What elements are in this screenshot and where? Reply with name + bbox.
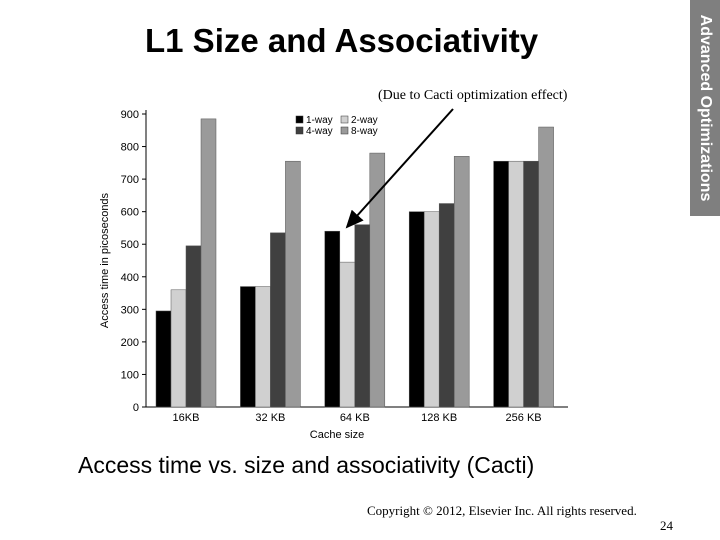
legend-label-1-way: 1-way xyxy=(306,115,333,126)
x-tick-label: 256 KB xyxy=(506,412,542,424)
legend-swatch-4-way xyxy=(295,126,304,135)
x-tick-label: 16KB xyxy=(173,412,200,424)
bar-2-way-3 xyxy=(423,211,440,408)
y-tick-label: 0 xyxy=(133,402,139,414)
side-band xyxy=(690,0,720,216)
bar-4-way-0 xyxy=(185,245,202,408)
caption-text: Access time vs. size and associativity (… xyxy=(78,452,535,478)
y-tick-label: 500 xyxy=(121,239,139,251)
x-axis-label: Cache size xyxy=(310,429,364,441)
legend-swatch-2-way xyxy=(340,115,349,124)
bar-8-way-3 xyxy=(453,156,470,408)
bar-2-way-4 xyxy=(508,160,524,408)
page-number: 24 xyxy=(660,518,673,533)
y-tick-label: 700 xyxy=(121,174,139,186)
x-tick-label: 32 KB xyxy=(255,412,285,424)
bar-2-way-2 xyxy=(339,261,356,408)
annotation-text: (Due to Cacti optimization effect) xyxy=(378,88,568,103)
bar-4-way-1 xyxy=(270,232,286,408)
legend-label-4-way: 4-way xyxy=(306,126,333,137)
bar-4-way-4 xyxy=(523,160,539,408)
y-tick-label: 200 xyxy=(121,337,139,349)
bar-8-way-0 xyxy=(200,118,217,408)
bar-1-way-2 xyxy=(324,230,341,408)
bar-1-way-4 xyxy=(493,160,509,408)
y-tick-label: 800 xyxy=(121,142,139,154)
y-tick-label: 300 xyxy=(121,304,139,316)
bar-2-way-1 xyxy=(255,286,271,408)
bar-2-way-0 xyxy=(170,289,187,408)
copyright: Copyright © 2012, Elsevier Inc. All righ… xyxy=(367,503,637,518)
bar-4-way-2 xyxy=(354,224,371,408)
annotation-arrow xyxy=(345,108,454,229)
bar-8-way-1 xyxy=(285,160,301,408)
slide-title: L1 Size and Associativity xyxy=(145,22,539,59)
legend-label-2-way: 2-way xyxy=(351,115,378,126)
bar-8-way-2 xyxy=(369,152,386,408)
bar-1-way-0 xyxy=(155,310,172,408)
bar-1-way-3 xyxy=(408,211,425,408)
bar-1-way-1 xyxy=(240,286,256,408)
bar-8-way-4 xyxy=(538,126,554,408)
legend-label-8-way: 8-way xyxy=(351,126,378,137)
bar-4-way-3 xyxy=(438,203,455,408)
y-tick-label: 900 xyxy=(121,109,139,121)
x-tick-label: 64 KB xyxy=(340,412,370,424)
legend-swatch-8-way xyxy=(340,126,349,135)
y-tick-label: 100 xyxy=(121,369,139,381)
legend-swatch-1-way xyxy=(295,115,304,124)
y-tick-label: 600 xyxy=(121,207,139,219)
x-tick-label: 128 KB xyxy=(421,412,457,424)
y-tick-label: 400 xyxy=(121,272,139,284)
y-axis-label: Access time in picoseconds xyxy=(99,192,111,328)
